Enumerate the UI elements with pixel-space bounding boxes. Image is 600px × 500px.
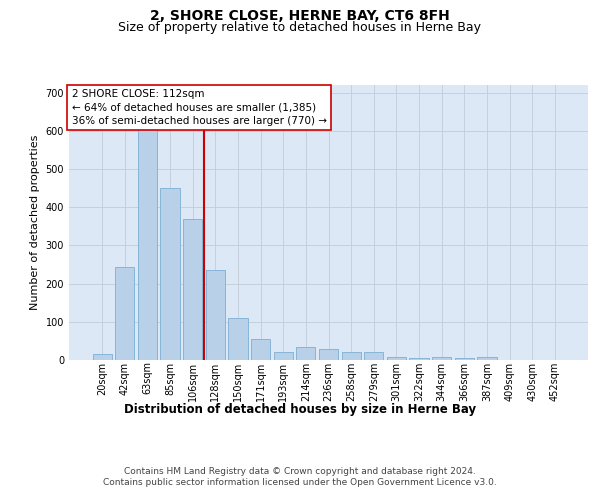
Bar — [387, 357, 406, 360]
Bar — [115, 267, 134, 360]
Bar — [274, 352, 293, 360]
Bar — [364, 352, 383, 360]
Y-axis label: Number of detached properties: Number of detached properties — [30, 135, 40, 310]
Text: 2 SHORE CLOSE: 112sqm
← 64% of detached houses are smaller (1,385)
36% of semi-d: 2 SHORE CLOSE: 112sqm ← 64% of detached … — [71, 89, 326, 126]
Bar — [341, 352, 361, 360]
Bar — [455, 358, 474, 360]
Bar — [432, 358, 451, 360]
Bar — [251, 339, 270, 360]
Text: Distribution of detached houses by size in Herne Bay: Distribution of detached houses by size … — [124, 402, 476, 415]
Bar — [229, 318, 248, 360]
Text: 2, SHORE CLOSE, HERNE BAY, CT6 8FH: 2, SHORE CLOSE, HERNE BAY, CT6 8FH — [150, 9, 450, 23]
Bar — [183, 218, 202, 360]
Bar — [477, 358, 497, 360]
Bar — [138, 127, 157, 360]
Bar — [92, 354, 112, 360]
Bar — [206, 270, 225, 360]
Bar — [296, 346, 316, 360]
Bar — [160, 188, 180, 360]
Bar — [409, 358, 428, 360]
Text: Size of property relative to detached houses in Herne Bay: Size of property relative to detached ho… — [119, 21, 482, 34]
Bar — [319, 348, 338, 360]
Text: Contains HM Land Registry data © Crown copyright and database right 2024.
Contai: Contains HM Land Registry data © Crown c… — [103, 468, 497, 487]
